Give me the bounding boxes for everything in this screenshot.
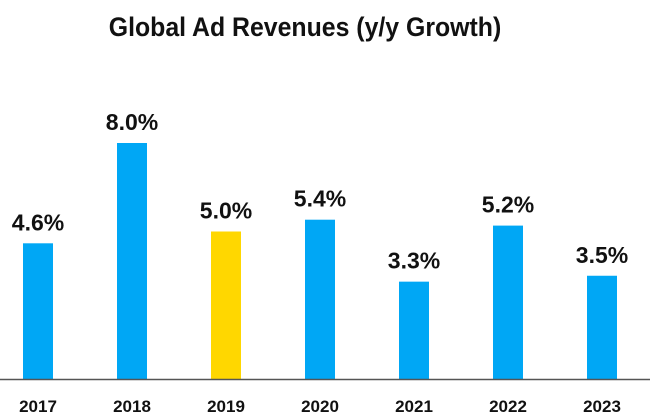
value-label-2021: 3.3% (388, 248, 440, 274)
value-label-2019: 5.0% (200, 198, 252, 224)
bar-2017 (23, 243, 53, 379)
bar-2018 (117, 143, 147, 379)
bars-group (23, 143, 617, 379)
x-tick-label-2018: 2018 (113, 397, 151, 416)
value-label-2017: 4.6% (12, 209, 64, 235)
chart-title: Global Ad Revenues (y/y Growth) (108, 12, 502, 42)
value-label-2022: 5.2% (482, 192, 534, 218)
bar-2022 (493, 225, 523, 379)
bar-2020 (305, 219, 335, 379)
bar-2019 (211, 231, 241, 379)
x-tick-label-2021: 2021 (395, 397, 433, 416)
value-labels-group: 4.6% 8.0% 5.0% 5.4% 3.3% 5.2% 3.5% (12, 109, 628, 274)
x-tick-label-2017: 2017 (19, 397, 57, 416)
value-label-2020: 5.4% (294, 186, 346, 212)
value-label-2018: 8.0% (106, 109, 158, 135)
x-tick-label-2022: 2022 (489, 397, 527, 416)
value-label-2023: 3.5% (576, 242, 628, 268)
x-tick-label-2020: 2020 (301, 397, 339, 416)
x-tick-label-2023: 2023 (583, 397, 621, 416)
x-tick-labels-group: 2017 2018 2019 2020 2021 2022 2023 (19, 397, 621, 416)
x-tick-label-2019: 2019 (207, 397, 245, 416)
bar-2023 (587, 275, 617, 379)
bar-2021 (399, 281, 429, 379)
